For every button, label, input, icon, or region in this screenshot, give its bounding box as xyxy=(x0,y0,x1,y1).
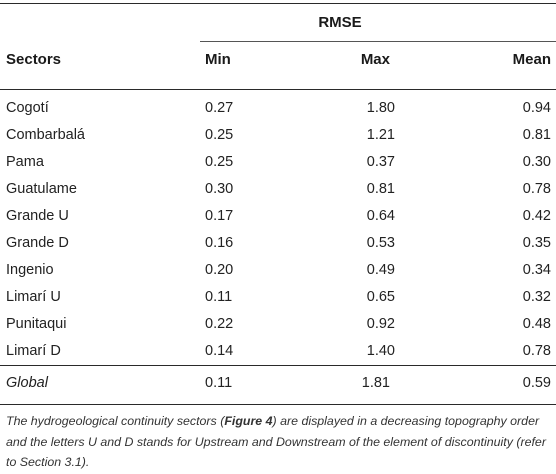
header-max: Max xyxy=(360,51,390,68)
cell-max: 0.53 xyxy=(366,234,395,251)
top-rule xyxy=(0,3,556,4)
footnote-part1: The hydrogeological continuity sectors ( xyxy=(6,414,225,428)
table-row: Limarí D 0.14 1.40 0.78 xyxy=(0,337,556,364)
cell-min: 0.16 xyxy=(205,234,234,251)
global-sector: Global xyxy=(6,375,48,391)
cell-max: 0.49 xyxy=(366,261,395,278)
global-mean: 0.59 xyxy=(522,375,551,391)
table-body: Cogotí 0.27 1.80 0.94 Combarbalá 0.25 1.21 0.81… xyxy=(0,94,556,364)
cell-min: 0.27 xyxy=(205,99,234,116)
cell-sector: Combarbalá xyxy=(6,126,85,143)
footnote-figure-link[interactable]: Figure 4 xyxy=(224,414,273,428)
cell-mean: 0.78 xyxy=(522,180,551,197)
cell-mean: 0.94 xyxy=(522,99,551,116)
cell-mean: 0.48 xyxy=(522,315,551,332)
cell-min: 0.25 xyxy=(205,126,234,143)
cell-mean: 0.35 xyxy=(522,234,551,251)
cell-max: 0.64 xyxy=(366,207,395,224)
cell-sector: Cogotí xyxy=(6,99,49,116)
cell-min: 0.14 xyxy=(205,342,234,359)
cell-max: 0.65 xyxy=(366,288,395,305)
cell-sector: Grande D xyxy=(6,234,69,251)
global-separator-rule xyxy=(0,365,556,366)
table-row: Guatulame 0.30 0.81 0.78 xyxy=(0,175,556,202)
header-rule xyxy=(0,89,556,90)
cell-max: 1.21 xyxy=(366,126,395,143)
bottom-rule xyxy=(0,404,556,405)
cell-sector: Grande U xyxy=(6,207,69,224)
header-min: Min xyxy=(205,51,231,68)
global-min: 0.11 xyxy=(205,375,233,391)
table-row: Ingenio 0.20 0.49 0.34 xyxy=(0,256,556,283)
cell-max: 1.40 xyxy=(366,342,395,359)
cell-sector: Limarí U xyxy=(6,288,61,305)
table-row: Grande U 0.17 0.64 0.42 xyxy=(0,202,556,229)
cell-sector: Ingenio xyxy=(6,261,54,278)
table-row: Punitaqui 0.22 0.92 0.48 xyxy=(0,310,556,337)
cell-sector: Punitaqui xyxy=(6,315,67,332)
cell-min: 0.17 xyxy=(205,207,234,224)
cell-max: 1.80 xyxy=(366,99,395,116)
cell-max: 0.37 xyxy=(366,153,395,170)
footnote-part2: ) are displayed in a decreasing topograp… xyxy=(6,414,546,469)
rmse-group-underline xyxy=(200,41,556,42)
cell-min: 0.30 xyxy=(205,180,234,197)
cell-mean: 0.32 xyxy=(522,288,551,305)
table-row: Combarbalá 0.25 1.21 0.81 xyxy=(0,121,556,148)
cell-mean: 0.78 xyxy=(522,342,551,359)
cell-mean: 0.34 xyxy=(522,261,551,278)
cell-max: 0.81 xyxy=(366,180,395,197)
header-sectors: Sectors xyxy=(6,51,62,68)
cell-min: 0.22 xyxy=(205,315,234,332)
table-row: Grande D 0.16 0.53 0.35 xyxy=(0,229,556,256)
cell-sector: Guatulame xyxy=(6,180,77,197)
header-mean: Mean xyxy=(512,51,551,68)
table-footnote: The hydrogeological continuity sectors (… xyxy=(6,411,552,473)
table-row: Pama 0.25 0.37 0.30 xyxy=(0,148,556,175)
table-row: Limarí U 0.11 0.65 0.32 xyxy=(0,283,556,310)
global-row: Global 0.11 1.81 0.59 xyxy=(0,371,556,398)
cell-min: 0.20 xyxy=(205,261,234,278)
cell-sector: Pama xyxy=(6,153,44,170)
cell-mean: 0.30 xyxy=(522,153,551,170)
cell-mean: 0.81 xyxy=(522,126,551,143)
cell-max: 0.92 xyxy=(366,315,395,332)
global-max: 1.81 xyxy=(361,375,390,391)
cell-min: 0.11 xyxy=(205,288,233,305)
cell-min: 0.25 xyxy=(205,153,234,170)
rmse-group-header: RMSE xyxy=(318,14,362,31)
cell-mean: 0.42 xyxy=(522,207,551,224)
cell-sector: Limarí D xyxy=(6,342,61,359)
table-row: Cogotí 0.27 1.80 0.94 xyxy=(0,94,556,121)
